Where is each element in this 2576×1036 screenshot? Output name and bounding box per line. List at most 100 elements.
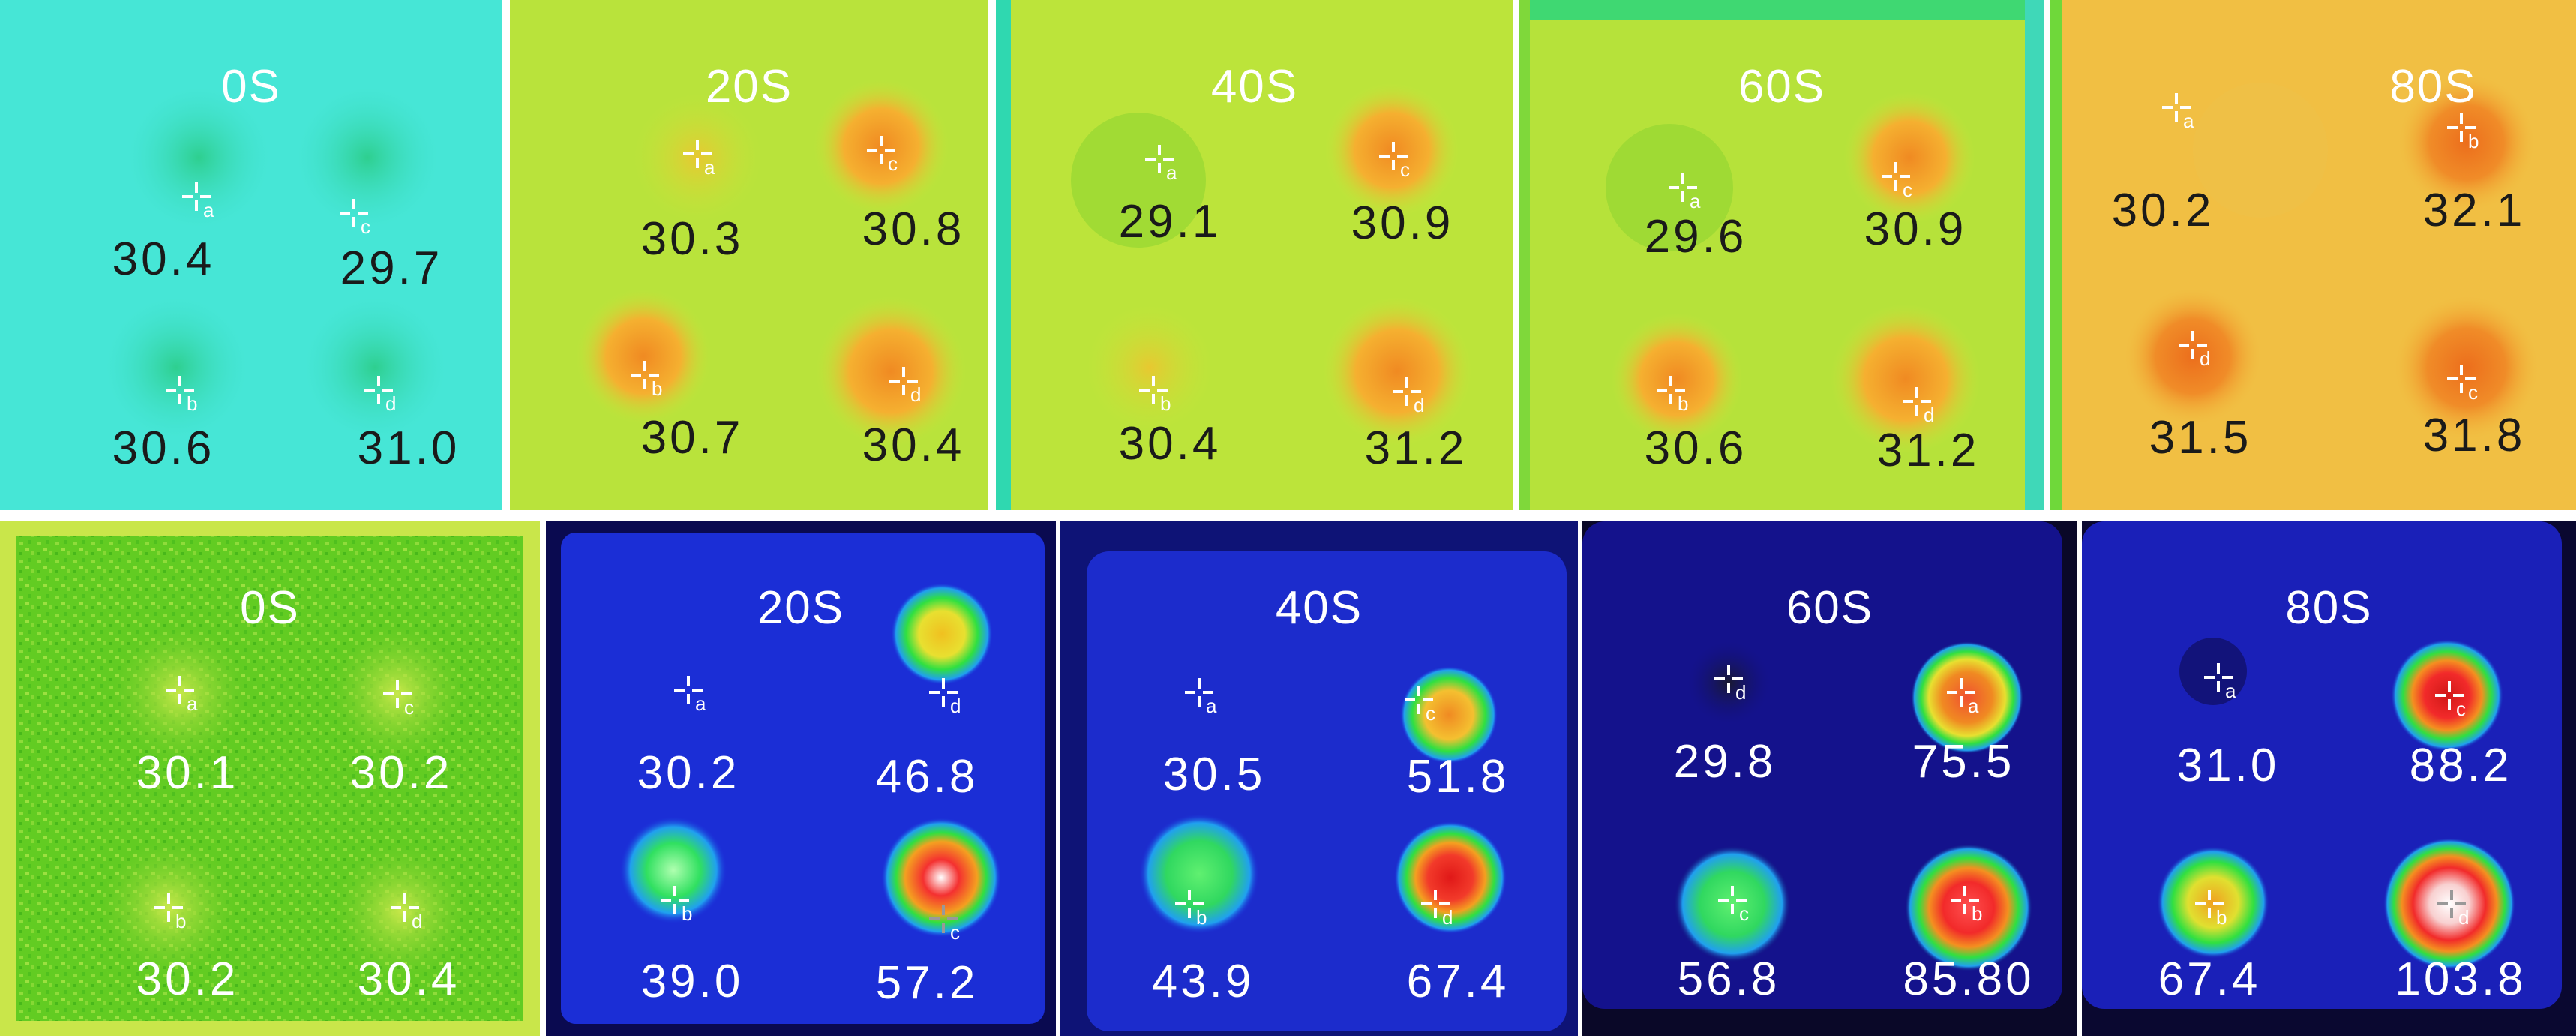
measure-point-d: d <box>2433 885 2470 929</box>
temperature-value: 30.4 <box>112 233 215 285</box>
measure-point-b: b <box>2443 109 2480 152</box>
crosshair-icon <box>1139 376 1168 404</box>
crosshair-icon <box>2204 663 2233 692</box>
temperature-value: 103.8 <box>2395 953 2527 1005</box>
panel-title: 0S <box>240 582 300 634</box>
measure-point-d: d <box>885 362 922 406</box>
measure-point-b: b <box>1135 371 1172 415</box>
temperature-value: 30.2 <box>349 747 453 799</box>
crosshair-icon <box>364 376 393 404</box>
temperature-value: 31.0 <box>357 422 460 474</box>
thermal-background <box>1582 521 2077 1036</box>
temperature-value: 75.5 <box>1912 736 2015 788</box>
temperature-value: 31.2 <box>1876 425 1980 476</box>
measure-point-a: a <box>1942 674 1980 717</box>
measure-point-c: c <box>2431 677 2468 720</box>
temperature-value: 31.5 <box>2149 412 2252 464</box>
crosshair-icon <box>867 136 895 164</box>
temperature-value: 30.7 <box>640 412 744 464</box>
measure-point-a: a <box>1664 169 1702 212</box>
measure-point-b: b <box>1171 885 1208 929</box>
bottom-panel-20s: 20S a 30.2 d 46.8 b 39.0 c 57.2 <box>546 521 1056 1036</box>
panel-title: 80S <box>2285 582 2373 634</box>
temperature-value: 29.8 <box>1673 736 1777 788</box>
crosshair-icon <box>1669 173 1697 202</box>
measure-point-b: b <box>150 889 187 932</box>
panel-title: 20S <box>705 61 793 113</box>
temperature-value: 88.2 <box>2409 740 2512 791</box>
top-panel-20s: 20S a 30.3 c 30.8 b 30.7 d 30.4 <box>510 0 988 510</box>
crosshair-icon <box>1175 890 1204 918</box>
crosshair-icon <box>1145 145 1174 173</box>
thermal-background <box>996 0 1513 510</box>
thermal-background <box>0 521 540 1036</box>
temperature-value: 30.2 <box>136 953 239 1005</box>
crosshair-icon <box>182 182 211 211</box>
thermal-background <box>1060 521 1578 1036</box>
panel-title: 60S <box>1786 582 1874 634</box>
crosshair-icon <box>1947 678 1975 707</box>
measure-point-c: c <box>1714 881 1751 925</box>
measure-point-a: a <box>2158 89 2195 132</box>
measure-point-a: a <box>178 178 215 221</box>
measure-point-b: b <box>656 881 694 925</box>
temperature-value: 30.4 <box>1118 418 1222 470</box>
temperature-value: 57.2 <box>875 957 979 1009</box>
temperature-value: 31.0 <box>2176 740 2280 791</box>
measure-point-c: c <box>335 194 373 238</box>
thermal-background <box>546 521 1056 1036</box>
crosshair-icon <box>1882 162 1910 191</box>
crosshair-icon <box>889 367 918 395</box>
measure-point-a: a <box>1180 674 1218 717</box>
measure-point-d: d <box>925 674 962 717</box>
temperature-value: 32.1 <box>2422 185 2526 236</box>
thermal-background <box>2082 521 2576 1036</box>
temperature-value: 39.0 <box>640 956 744 1007</box>
temperature-value: 30.5 <box>1162 749 1266 800</box>
measure-point-c: c <box>862 131 900 175</box>
bottom-panel-80s: 80S a 31.0 c 88.2 b 67.4 d 103.8 <box>2082 521 2576 1036</box>
temperature-value: 67.4 <box>2158 953 2261 1005</box>
crosshair-icon <box>2179 331 2207 359</box>
temperature-value: 30.4 <box>862 419 965 471</box>
temperature-value: 30.3 <box>640 213 744 265</box>
temperature-value: 30.1 <box>136 747 239 799</box>
crosshair-icon <box>2162 93 2191 122</box>
temperature-value: 30.6 <box>112 422 215 474</box>
measure-point-b: b <box>2191 885 2228 929</box>
panel-title: 40S <box>1275 582 1363 634</box>
panel-title: 0S <box>221 61 281 113</box>
measure-point-d: d <box>386 889 424 932</box>
temperature-value: 46.8 <box>875 751 979 803</box>
measure-point-c: c <box>1400 681 1438 725</box>
crosshair-icon <box>2447 365 2476 393</box>
temperature-value: 30.2 <box>2111 185 2215 236</box>
bottom-panel-40s: 40S a 30.5 c 51.8 b 43.9 d 67.4 <box>1060 521 1578 1036</box>
temperature-value: 29.6 <box>1644 211 1747 263</box>
temperature-value: 29.1 <box>1118 196 1222 248</box>
panel-title: 60S <box>1738 61 1826 113</box>
crosshair-icon <box>929 678 958 707</box>
panel-title: 80S <box>2389 61 2477 113</box>
measure-point-a: a <box>2200 659 2237 702</box>
crosshair-icon <box>154 893 183 922</box>
temperature-value: 56.8 <box>1677 953 1780 1005</box>
top-panel-60s: 60S a 29.6 c 30.9 b 30.6 d 31.2 <box>1519 0 2044 510</box>
top-panel-0s: 0S a 30.4 c 29.7 b 30.6 d 31.0 <box>0 0 502 510</box>
measure-point-d: d <box>1898 383 1936 426</box>
crosshair-icon <box>631 361 659 389</box>
crosshair-icon <box>929 905 958 933</box>
crosshair-icon <box>683 140 712 168</box>
measure-point-a: a <box>679 135 716 179</box>
bottom-panel-60s: 60S d 29.8 a 75.5 c 56.8 b 85.80 <box>1582 521 2077 1036</box>
crosshair-icon <box>340 199 368 227</box>
measure-point-d: d <box>360 371 397 415</box>
measure-point-b: b <box>1652 371 1690 415</box>
temperature-value: 30.4 <box>357 953 460 1005</box>
temperature-value: 31.2 <box>1364 422 1468 474</box>
measure-point-c: c <box>1375 137 1412 181</box>
crosshair-icon <box>166 376 194 404</box>
crosshair-icon <box>1185 678 1213 707</box>
crosshair-icon <box>1393 377 1421 406</box>
crosshair-icon <box>383 680 412 708</box>
